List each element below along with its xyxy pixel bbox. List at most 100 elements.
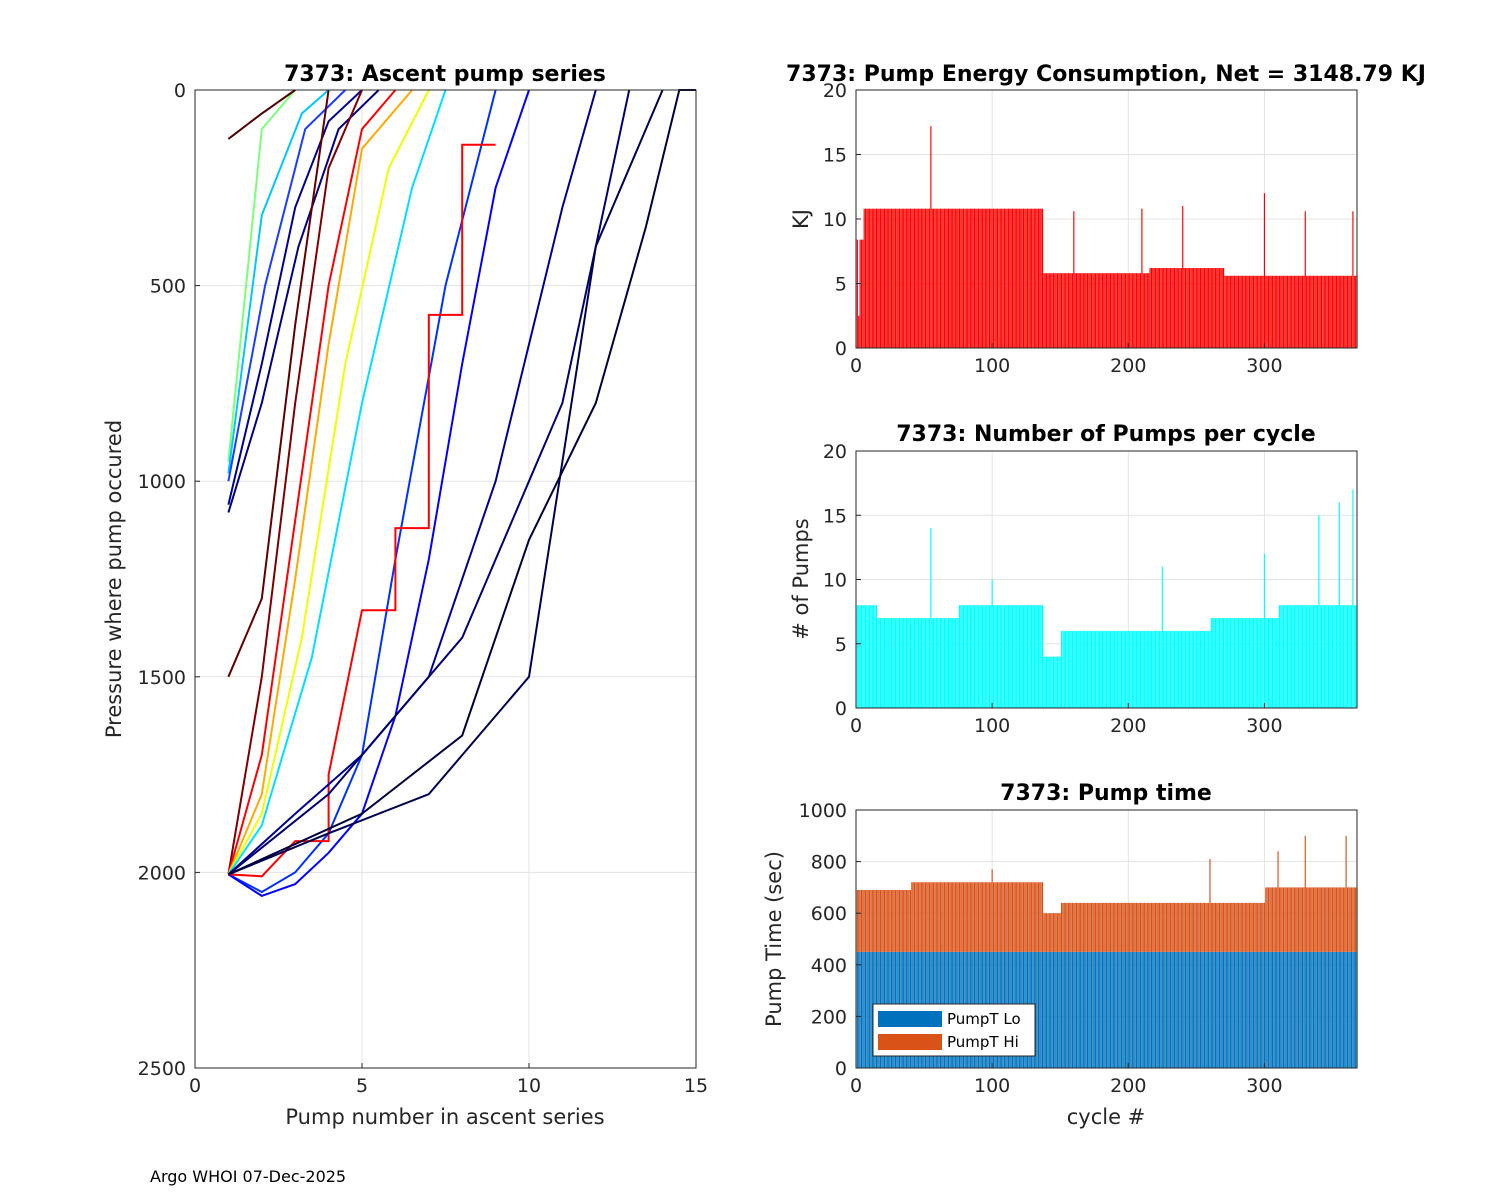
pumptime-bar-hi [960,882,962,952]
pumptime-bar-hi [1018,882,1020,952]
energy-bar [1201,268,1203,348]
energy-bar [1115,273,1117,348]
energy-bar [1325,275,1327,348]
pumptime-xtick-label: 100 [974,1075,1010,1097]
pumps-bar [969,605,971,708]
pumptime-bar-hi [941,882,943,952]
pumptime-bar-lo [1199,951,1202,1068]
pumptime-bar-hi [1114,902,1116,952]
pumptime-bar-hi [1063,902,1065,952]
pumptime-bar-lo [1319,951,1321,1068]
pumptime-bar-hi [1265,887,1267,952]
energy-bar [894,208,897,348]
pumptime-bar-hi [892,889,894,952]
energy-bar [1265,275,1267,348]
energy-bar [1127,273,1129,348]
energy-bar [1329,275,1331,348]
pumps-bar [890,618,892,708]
pumps-xtick-label: 0 [850,715,862,737]
pumps-bar [1301,605,1304,708]
energy-bar [990,208,992,348]
ascent-panel: 0 5 10 15 0 500 1000 1500 2000 2500 7373: Ascent … [102,62,708,1129]
energy-bar [856,239,858,348]
pumps-bar [1031,605,1033,708]
pumptime-bar-lo [1190,951,1192,1068]
pumptime-bar-hi [1209,859,1211,952]
pumptime-bar-hi [1321,887,1323,952]
pumptime-bar-lo [1080,951,1082,1068]
legend-label-lo: PumpT Lo [947,1010,1021,1028]
pumps-bar [1240,618,1242,708]
pumps-bar [1266,618,1268,708]
pumps-bar [1261,618,1263,708]
pumps-bar [930,528,932,708]
ascent-ytick-label: 0 [174,80,186,102]
pumps-bar [1033,605,1035,708]
pumps-bar [986,605,988,708]
pumptime-bar-hi [1228,902,1230,952]
energy-bar [1095,273,1097,348]
pumps-bar [1129,630,1131,708]
pumptime-bar-hi [1156,902,1158,952]
pumptime-bar-hi [904,889,906,952]
energy-bar [867,208,869,348]
pumptime-bar-lo [1114,951,1116,1068]
pumptime-bar-lo [859,951,861,1068]
pumptime-bar-hi [1096,902,1098,952]
pumptime-bar-hi [1074,902,1076,952]
energy-bar [983,208,985,348]
energy-bar [1171,268,1173,348]
pumptime-bar-lo [1284,951,1286,1068]
pumptime-bar-lo [1056,951,1059,1068]
pumps-bar [1062,630,1064,708]
pumptime-bar-hi [984,882,986,952]
pumps-bar [1130,630,1132,708]
energy-bar [1342,275,1344,348]
energy-bar [980,208,982,348]
pumps-bar [1220,618,1222,708]
energy-bar [1321,275,1323,348]
energy-bar [1025,208,1027,348]
energy-bar [1232,275,1234,348]
pumps-bar [1325,605,1327,708]
energy-bar [1144,273,1146,348]
pumptime-bar-hi [1058,913,1060,952]
energy-bar [1183,268,1185,348]
pumps-bar [879,618,882,708]
pumps-bar [1161,566,1163,708]
ascent-line-deep-cyan [227,89,447,875]
energy-panel: 0 100 200 300 0 5 10 15 20 7373: Pump Energy Con… [786,62,1426,377]
ascent-line-shallow-start-dark [227,89,380,513]
pumps-bar [1029,605,1031,708]
pumptime-bar-lo [1193,951,1195,1068]
pumptime-bar-lo [871,951,873,1068]
pumps-bar [1349,605,1351,708]
pumptime-bar-lo [1221,951,1223,1068]
pumptime-bar-hi [1205,902,1207,952]
ascent-xtick-label: 10 [517,1075,541,1097]
pumptime-bar-lo [1119,951,1121,1068]
energy-bar [1071,273,1074,348]
pumptime-bar-hi [1123,902,1125,952]
pumptime-bar-hi [1161,902,1163,952]
ascent-ytick-label: 1500 [138,667,186,689]
energy-bar [1303,275,1305,348]
ascent-line-mid-start-darkred [227,89,330,678]
pumptime-bar-hi [1089,902,1091,952]
pumps-bar [1243,618,1245,708]
pumptime-bar-hi [982,882,984,952]
pumps-bar [1224,618,1226,708]
pumptime-bar-hi [1006,882,1008,952]
pumptime-bar-hi [976,882,978,952]
energy-bar [1312,275,1315,348]
pumptime-bar-lo [1244,951,1246,1068]
energy-bar [945,208,947,348]
pumps-bar [1052,656,1054,708]
pumptime-bar-lo [1227,951,1229,1068]
pumps-bar [994,605,996,708]
pumps-bar [1199,630,1202,708]
pumps-bar [1337,605,1339,708]
ascent-lines [227,89,696,898]
pumptime-bar-lo [1352,951,1354,1068]
pumps-bar [1316,605,1319,708]
